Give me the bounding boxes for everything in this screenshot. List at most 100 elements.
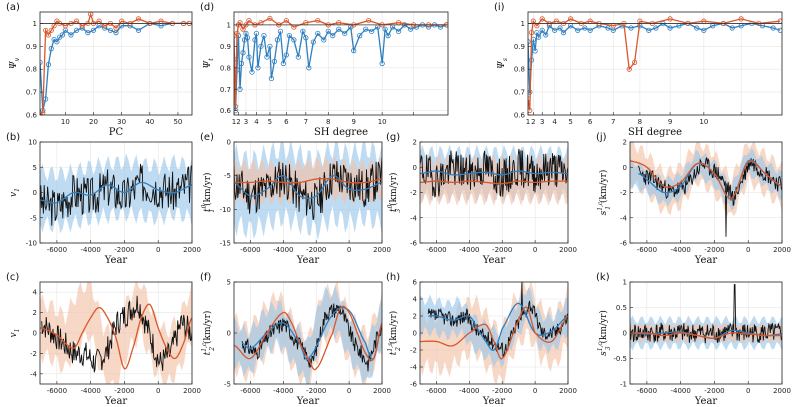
x-tick-label: 0 <box>347 246 351 254</box>
data-point-blue <box>48 46 54 52</box>
y-tick-label: -6 <box>410 240 418 248</box>
uncertainty-band-0 <box>40 282 192 384</box>
panel-label: (h) <box>386 272 400 283</box>
x-tick-label: 4 <box>552 118 557 126</box>
data-point-blue <box>560 29 567 36</box>
data-point-blue <box>258 43 264 49</box>
y-tick-label: 0 <box>33 189 37 197</box>
plot-area <box>40 12 192 115</box>
plot-area <box>630 284 782 351</box>
y-label-sub: 1 <box>605 206 612 210</box>
panel-label: (c) <box>6 272 19 283</box>
y-tick-label: 10 <box>28 139 37 147</box>
y-label-sub: 3 <box>605 346 612 350</box>
x-tick-label: 20 <box>89 118 98 126</box>
x-tick-label: -2000 <box>704 246 724 254</box>
data-point-blue <box>536 34 542 40</box>
y-tick-label: 0.9 <box>26 43 37 51</box>
data-point-blue <box>396 28 402 34</box>
panel-label: (e) <box>200 132 214 143</box>
x-tick-label: 0 <box>533 246 537 254</box>
series-line-truth <box>420 148 568 198</box>
x-axis-label: Year <box>694 396 718 407</box>
y-tick-label: -15 <box>220 240 231 248</box>
x-tick-label: 2000 <box>559 387 577 395</box>
y-label-sub: 2 <box>209 347 216 352</box>
x-axis-label: Year <box>296 255 320 266</box>
data-point-orange <box>113 25 119 31</box>
data-point-blue <box>342 30 348 37</box>
data-point-orange <box>240 26 246 32</box>
x-tick-label: 30 <box>117 118 126 126</box>
data-point-blue <box>575 27 581 33</box>
y-label-unit: (km/yr) <box>598 310 609 346</box>
data-point-blue <box>628 25 634 31</box>
y-tick-label: -6 <box>410 381 418 389</box>
data-point-blue <box>777 27 782 33</box>
y-tick-label: -2 <box>410 347 417 355</box>
panel-k: -6000 -4000 -2000 0 2000 -1 -0.5 0 0.5 1 Year s1,c3… <box>596 272 791 407</box>
y-tick-label: 4 <box>33 289 38 297</box>
uncertainty-band-1 <box>234 285 382 384</box>
y-axis-label: Ψt <box>203 58 215 69</box>
y-axis-label: t03 (km/yr) <box>387 172 402 212</box>
plot-area <box>420 282 568 384</box>
data-point-blue <box>291 37 297 43</box>
data-point-blue <box>303 35 309 41</box>
data-point-blue <box>280 60 286 67</box>
y-axis-label: t1,s2 (km/yr) <box>387 311 402 356</box>
y-tick-label: 5 <box>227 279 231 287</box>
y-tick-label: -10 <box>220 206 231 214</box>
data-point-blue <box>45 62 52 68</box>
y-tick-label: 6 <box>413 279 418 287</box>
x-tick-label: 4 <box>254 118 259 126</box>
x-tick-label: 9 <box>668 118 672 126</box>
x-tick-label: 5 <box>568 118 572 126</box>
data-point-blue <box>286 33 292 39</box>
x-tick-label: -2000 <box>492 246 512 254</box>
y-axis-label: s1,c3 (km/yr) <box>597 310 612 356</box>
series-line-blue <box>40 22 190 111</box>
data-point-blue <box>271 58 278 64</box>
series-line-truth <box>637 157 782 237</box>
y-tick-label: 4 <box>413 296 418 304</box>
data-point-blue <box>40 59 43 65</box>
y-axis-label: Ψv <box>9 57 21 69</box>
data-point-blue <box>300 28 306 34</box>
x-tick-label: 2000 <box>373 246 391 254</box>
data-point-orange <box>738 16 744 22</box>
data-point-blue <box>605 25 611 31</box>
y-axis-label: v1 <box>9 188 21 197</box>
plot-area <box>40 282 192 384</box>
panel-h: -6000 -4000 -2000 0 2000 -6 -4 -2 0 2 4 6 Year t1,s2 … <box>386 272 577 407</box>
x-tick-label: 10 <box>61 118 70 126</box>
plot-area <box>234 142 382 241</box>
x-tick-label: 9 <box>351 118 355 126</box>
data-point-blue <box>90 27 97 33</box>
panel-label: (j) <box>596 132 607 143</box>
x-tick-label: -6000 <box>47 246 67 254</box>
series-line-prior <box>234 177 382 184</box>
data-point-blue <box>587 27 593 33</box>
data-point-blue <box>552 27 558 33</box>
y-tick-label: 5 <box>33 164 37 172</box>
x-tick-label: 2000 <box>183 246 201 254</box>
y-label-sup: 1,c <box>597 201 604 211</box>
data-point-blue <box>385 33 391 39</box>
data-point-orange <box>528 29 535 36</box>
data-point-orange <box>45 32 52 38</box>
series-line-mean <box>234 175 382 200</box>
x-tick-label: -4000 <box>459 246 479 254</box>
data-point-blue <box>274 37 280 43</box>
x-tick-label: -4000 <box>670 246 690 254</box>
data-point-blue <box>369 28 375 34</box>
y-tick-label: 0.9 <box>220 43 231 51</box>
data-point-orange <box>528 96 531 102</box>
x-tick-label: 0 <box>156 387 160 395</box>
y-label-main: v <box>9 192 19 197</box>
y-label-unit: (km/yr) <box>202 311 213 347</box>
y-tick-label: 0.7 <box>220 86 231 94</box>
y-tick-label: 2 <box>413 139 417 147</box>
data-point-orange <box>528 107 533 114</box>
